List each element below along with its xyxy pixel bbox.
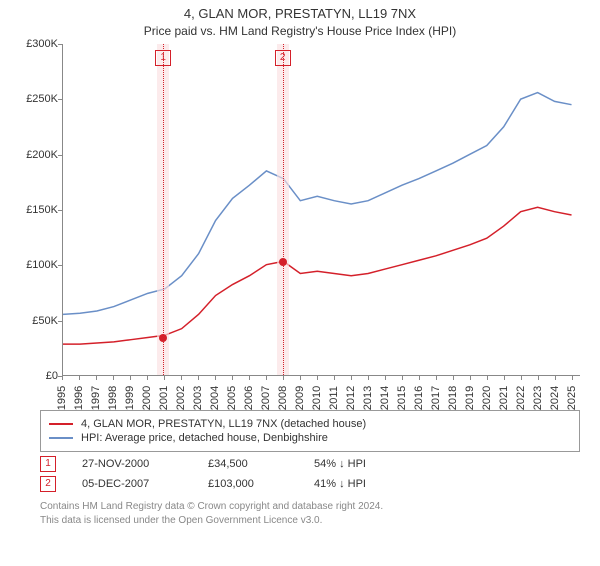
chart-title: 4, GLAN MOR, PRESTATYN, LL19 7NX bbox=[0, 6, 600, 21]
x-tick-label: 2002 bbox=[175, 386, 187, 410]
legend-item: 4, GLAN MOR, PRESTATYN, LL19 7NX (detach… bbox=[49, 418, 571, 430]
x-tick-label: 2000 bbox=[141, 386, 153, 410]
x-tick-label: 2003 bbox=[192, 386, 204, 410]
series-hpi bbox=[63, 93, 572, 315]
y-tick-label: £100K bbox=[20, 259, 58, 271]
x-tick-label: 1996 bbox=[73, 386, 85, 410]
series-property bbox=[63, 207, 572, 344]
line-series bbox=[63, 44, 580, 375]
chart-subtitle: Price paid vs. HM Land Registry's House … bbox=[0, 24, 600, 38]
event-row: 1 27-NOV-2000 £34,500 54% ↓ HPI bbox=[40, 456, 580, 472]
y-tick-label: £200K bbox=[20, 149, 58, 161]
x-tick-label: 2013 bbox=[362, 386, 374, 410]
event-delta: 41% ↓ HPI bbox=[314, 478, 366, 490]
event-marker-dot bbox=[159, 334, 167, 342]
event-number: 1 bbox=[40, 456, 56, 472]
x-tick-label: 2020 bbox=[481, 386, 493, 410]
event-date: 05-DEC-2007 bbox=[82, 478, 182, 490]
legend-label: 4, GLAN MOR, PRESTATYN, LL19 7NX (detach… bbox=[81, 418, 366, 430]
x-tick-label: 2024 bbox=[549, 386, 561, 410]
x-tick-label: 2012 bbox=[345, 386, 357, 410]
x-tick-label: 2004 bbox=[209, 386, 221, 410]
event-price: £34,500 bbox=[208, 458, 288, 470]
x-tick-label: 2019 bbox=[464, 386, 476, 410]
event-marker-box: 1 bbox=[155, 50, 171, 66]
x-tick-label: 2022 bbox=[515, 386, 527, 410]
x-tick-label: 2008 bbox=[277, 386, 289, 410]
legend-swatch bbox=[49, 437, 73, 439]
x-tick-label: 2023 bbox=[532, 386, 544, 410]
x-tick-label: 2014 bbox=[379, 386, 391, 410]
y-tick-label: £300K bbox=[20, 38, 58, 50]
legend: 4, GLAN MOR, PRESTATYN, LL19 7NX (detach… bbox=[40, 410, 580, 452]
x-tick-label: 2017 bbox=[430, 386, 442, 410]
footnote: Contains HM Land Registry data © Crown c… bbox=[40, 500, 580, 527]
event-list: 1 27-NOV-2000 £34,500 54% ↓ HPI 2 05-DEC-2007… bbox=[40, 456, 580, 492]
x-tick-label: 2016 bbox=[413, 386, 425, 410]
x-tick-label: 2021 bbox=[498, 386, 510, 410]
event-price: £103,000 bbox=[208, 478, 288, 490]
x-tick-label: 2005 bbox=[226, 386, 238, 410]
footnote-line: This data is licensed under the Open Gov… bbox=[40, 514, 580, 528]
x-tick-label: 2010 bbox=[311, 386, 323, 410]
event-marker-dot bbox=[279, 258, 287, 266]
event-number: 2 bbox=[40, 476, 56, 492]
event-marker-box: 2 bbox=[275, 50, 291, 66]
y-tick-label: £150K bbox=[20, 204, 58, 216]
x-tick-label: 2015 bbox=[396, 386, 408, 410]
event-delta: 54% ↓ HPI bbox=[314, 458, 366, 470]
legend-item: HPI: Average price, detached house, Denb… bbox=[49, 432, 571, 444]
plot-area: 12 bbox=[62, 44, 580, 376]
x-tick-label: 1995 bbox=[56, 386, 68, 410]
x-tick-label: 1999 bbox=[124, 386, 136, 410]
footnote-line: Contains HM Land Registry data © Crown c… bbox=[40, 500, 580, 514]
x-tick-label: 2011 bbox=[328, 386, 340, 410]
x-tick-label: 2009 bbox=[294, 386, 306, 410]
legend-label: HPI: Average price, detached house, Denb… bbox=[81, 432, 328, 444]
event-date: 27-NOV-2000 bbox=[82, 458, 182, 470]
x-tick-label: 2025 bbox=[566, 386, 578, 410]
x-tick-label: 2006 bbox=[243, 386, 255, 410]
x-tick-label: 2001 bbox=[158, 386, 170, 410]
y-tick-label: £50K bbox=[20, 315, 58, 327]
x-tick-label: 2018 bbox=[447, 386, 459, 410]
y-tick-label: £250K bbox=[20, 93, 58, 105]
y-tick-label: £0 bbox=[20, 370, 58, 382]
x-tick-label: 1997 bbox=[90, 386, 102, 410]
x-tick-label: 1998 bbox=[107, 386, 119, 410]
x-tick-label: 2007 bbox=[260, 386, 272, 410]
legend-swatch bbox=[49, 423, 73, 425]
event-row: 2 05-DEC-2007 £103,000 41% ↓ HPI bbox=[40, 476, 580, 492]
chart: £0£50K£100K£150K£200K£250K£300K 19951996… bbox=[20, 44, 580, 404]
